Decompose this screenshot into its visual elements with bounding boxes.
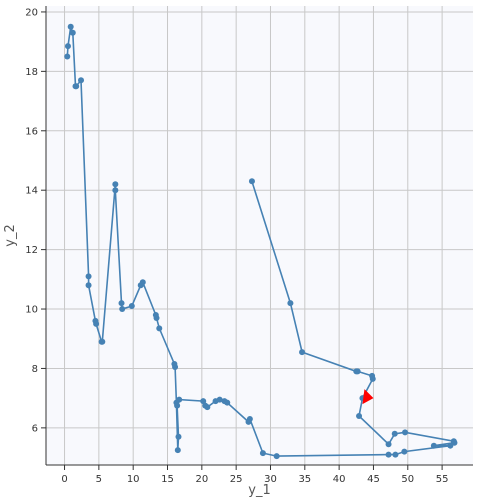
y-tick-label: 12 [25,245,38,256]
data-point [401,448,408,455]
data-point [175,433,182,440]
data-point [402,429,409,436]
data-point [430,442,437,449]
grid-lines [46,6,473,465]
x-tick-label: 0 [61,474,67,485]
tick-labels: 0 5 10 15 20 25 30 35 40 45 50 55 6 8 10 12 14 16 18 20 [25,7,448,485]
x-axis-title: y_1 [248,483,270,498]
plot-background [46,6,473,465]
data-point [259,450,266,457]
data-point [248,178,255,185]
data-point [354,368,361,375]
data-point [67,23,74,30]
data-point [119,306,126,313]
data-point [385,441,392,448]
x-tick-label: 20 [195,474,208,485]
data-point [118,300,125,307]
y-tick-label: 10 [25,305,38,316]
data-point [85,273,92,280]
data-point [112,187,119,194]
data-point [287,300,294,307]
data-point [137,282,144,289]
data-point [85,282,92,289]
x-tick-label: 30 [264,474,277,485]
data-point [212,398,219,405]
y-tick-label: 6 [32,423,38,434]
y-tick-label: 18 [25,67,38,78]
x-tick-label: 50 [401,474,414,485]
axes [41,6,473,470]
data-point [447,442,454,449]
y-tick-label: 8 [32,364,38,375]
data-point [202,402,209,409]
data-point [299,349,306,356]
x-tick-label: 35 [298,474,311,485]
y-tick-label: 16 [25,126,38,137]
y-axis-title: y_2 [3,224,18,246]
x-tick-label: 45 [367,474,380,485]
data-point [451,439,458,446]
y-tick-label: 14 [25,186,38,197]
data-point [369,375,376,382]
x-tick-label: 55 [436,474,449,485]
arrow-marker-icon [362,389,374,405]
data-point [356,412,363,419]
data-point [173,399,180,406]
data-points [64,23,458,460]
data-point [72,83,79,90]
data-point [92,317,99,324]
data-point [98,338,105,345]
data-point [112,181,119,188]
data-point [171,360,178,367]
data-point [152,311,159,318]
data-point [69,29,76,36]
x-tick-label: 10 [127,474,140,485]
data-point [64,43,71,50]
data-point [174,447,181,454]
data-point [156,325,163,332]
data-point [78,77,85,84]
data-point [385,451,392,458]
data-point [128,303,135,310]
data-point [64,53,71,60]
x-tick-label: 5 [96,474,102,485]
x-tick-label: 15 [161,474,174,485]
x-tick-label: 25 [230,474,243,485]
data-point [392,451,399,458]
data-point [391,430,398,437]
y-tick-label: 20 [25,7,38,18]
x-tick-label: 40 [333,474,346,485]
data-point [221,398,228,405]
data-point [273,453,280,460]
data-point [200,398,207,405]
data-point [245,418,252,425]
